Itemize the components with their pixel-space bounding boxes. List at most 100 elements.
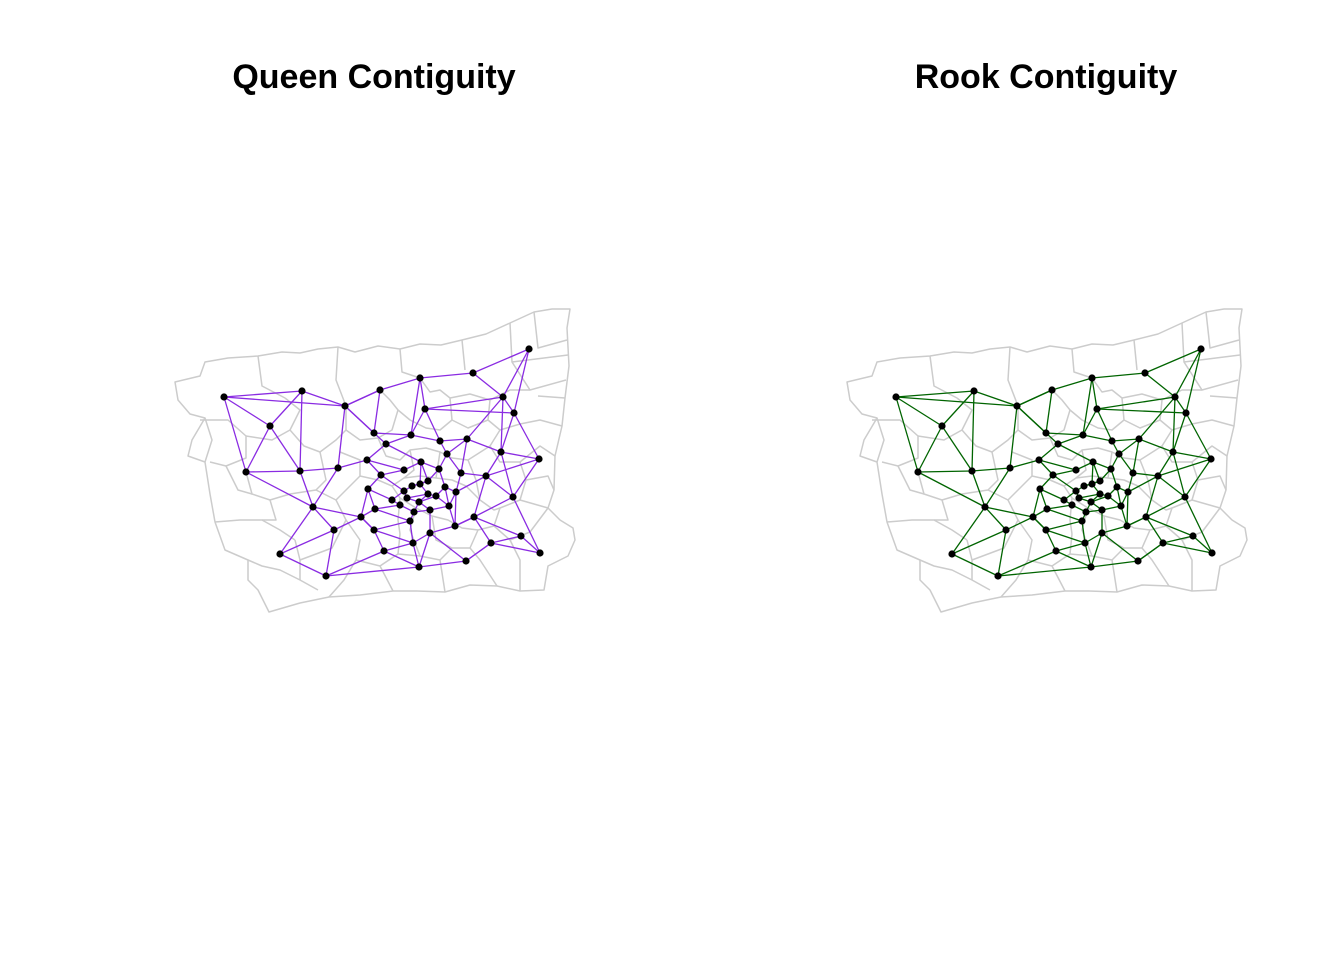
neighbor-link bbox=[1172, 451, 1186, 498]
region-boundary bbox=[971, 489, 1019, 561]
centroid-point bbox=[1096, 490, 1104, 498]
centroid-point bbox=[1134, 557, 1142, 565]
neighbor-link bbox=[513, 412, 540, 460]
neighbor-link bbox=[1090, 560, 1139, 568]
region-boundary bbox=[335, 346, 347, 407]
neighbor-link bbox=[472, 348, 530, 374]
neighbor-link bbox=[299, 390, 303, 472]
region-boundary bbox=[299, 489, 347, 561]
neighbor-link bbox=[1009, 405, 1018, 469]
neighbor-link bbox=[333, 516, 362, 531]
centroid-point bbox=[970, 387, 978, 395]
neighbor-link bbox=[1126, 491, 1129, 527]
centroid-point bbox=[457, 469, 465, 477]
centroid-point bbox=[435, 465, 443, 473]
centroid-point bbox=[421, 405, 429, 413]
centroid-point bbox=[1189, 532, 1197, 540]
centroid-point bbox=[376, 386, 384, 394]
neighbor-link bbox=[1157, 458, 1212, 477]
region-boundary bbox=[1071, 348, 1093, 379]
centroid-point bbox=[1197, 345, 1205, 353]
centroid-point bbox=[1068, 501, 1076, 509]
region-boundary bbox=[1071, 497, 1151, 531]
neighbor-link bbox=[379, 377, 421, 391]
neighbor-link bbox=[1016, 405, 1047, 434]
centroid-point bbox=[1036, 485, 1044, 493]
neighbor-link bbox=[1138, 396, 1176, 440]
neighbor-link bbox=[223, 396, 271, 427]
region-boundaries bbox=[846, 308, 1248, 613]
region-boundary bbox=[1031, 475, 1073, 535]
centroid-point bbox=[1108, 437, 1116, 445]
region-boundary bbox=[509, 507, 549, 541]
neighbor-link bbox=[973, 390, 1018, 407]
centroid-point bbox=[938, 422, 946, 430]
region-boundary bbox=[1141, 525, 1193, 591]
neighbor-link bbox=[466, 396, 504, 440]
region-boundary bbox=[439, 547, 498, 587]
region-boundary bbox=[187, 417, 206, 463]
centroid-point bbox=[1088, 374, 1096, 382]
centroid-point bbox=[341, 402, 349, 410]
centroid-point bbox=[309, 503, 317, 511]
neighbor-link bbox=[997, 550, 1057, 577]
region-boundary bbox=[1049, 437, 1163, 461]
centroid-point bbox=[981, 503, 989, 511]
neighbor-link bbox=[1091, 377, 1098, 410]
centroid-point bbox=[371, 505, 379, 513]
neighbor-link bbox=[971, 470, 986, 508]
centroid-point bbox=[1013, 402, 1021, 410]
neighbor-link bbox=[223, 396, 346, 407]
centroid-point bbox=[892, 393, 900, 401]
region-boundary bbox=[1007, 346, 1019, 407]
neighbor-link bbox=[1101, 525, 1128, 534]
neighbor-link bbox=[429, 525, 456, 534]
centroid-point bbox=[266, 422, 274, 430]
centroid-point bbox=[426, 506, 434, 514]
region-boundary bbox=[399, 497, 479, 531]
centroid-point bbox=[1141, 369, 1149, 377]
centroid-point bbox=[1043, 505, 1051, 513]
centroid-point bbox=[377, 471, 385, 479]
centroid-point bbox=[400, 487, 408, 495]
neighbor-link bbox=[373, 389, 381, 434]
neighbor-link bbox=[325, 529, 335, 577]
centroid-point bbox=[487, 539, 495, 547]
neighbor-link bbox=[245, 425, 271, 473]
centroid-point bbox=[415, 563, 423, 571]
centroid-point bbox=[1075, 494, 1083, 502]
centroid-point bbox=[436, 437, 444, 445]
centroid-point bbox=[1096, 477, 1104, 485]
neighbor-link bbox=[465, 542, 492, 562]
neighbor-link bbox=[412, 542, 420, 568]
centroid-point bbox=[1113, 483, 1121, 491]
centroid-point bbox=[426, 529, 434, 537]
neighbor-link bbox=[1185, 412, 1212, 460]
region-boundary bbox=[859, 417, 878, 463]
neighbor-link bbox=[1045, 529, 1057, 552]
neighbor-link bbox=[485, 475, 514, 498]
centroid-point bbox=[276, 550, 284, 558]
neighbor-link bbox=[485, 451, 502, 477]
centroid-point bbox=[1042, 429, 1050, 437]
neighbor-link bbox=[374, 504, 401, 510]
neighbor-link bbox=[410, 408, 426, 436]
region-boundary bbox=[355, 559, 394, 592]
neighbor-link bbox=[337, 459, 368, 469]
neighbor-link bbox=[245, 470, 301, 473]
region-boundary bbox=[289, 406, 347, 453]
neighbor-link bbox=[424, 396, 504, 410]
region-boundary bbox=[419, 377, 491, 401]
centroid-point bbox=[469, 369, 477, 377]
neighbor-link bbox=[1005, 516, 1034, 531]
centroid-point bbox=[1171, 393, 1179, 401]
neighbor-link bbox=[512, 458, 540, 498]
centroid-point bbox=[482, 472, 490, 480]
centroid-point bbox=[1123, 522, 1131, 530]
region-boundary bbox=[200, 419, 247, 467]
centroid-point bbox=[382, 440, 390, 448]
neighbor-link bbox=[1144, 348, 1202, 374]
neighbor-link bbox=[1144, 372, 1176, 398]
neighbor-link bbox=[1101, 532, 1139, 562]
centroid-point bbox=[298, 387, 306, 395]
